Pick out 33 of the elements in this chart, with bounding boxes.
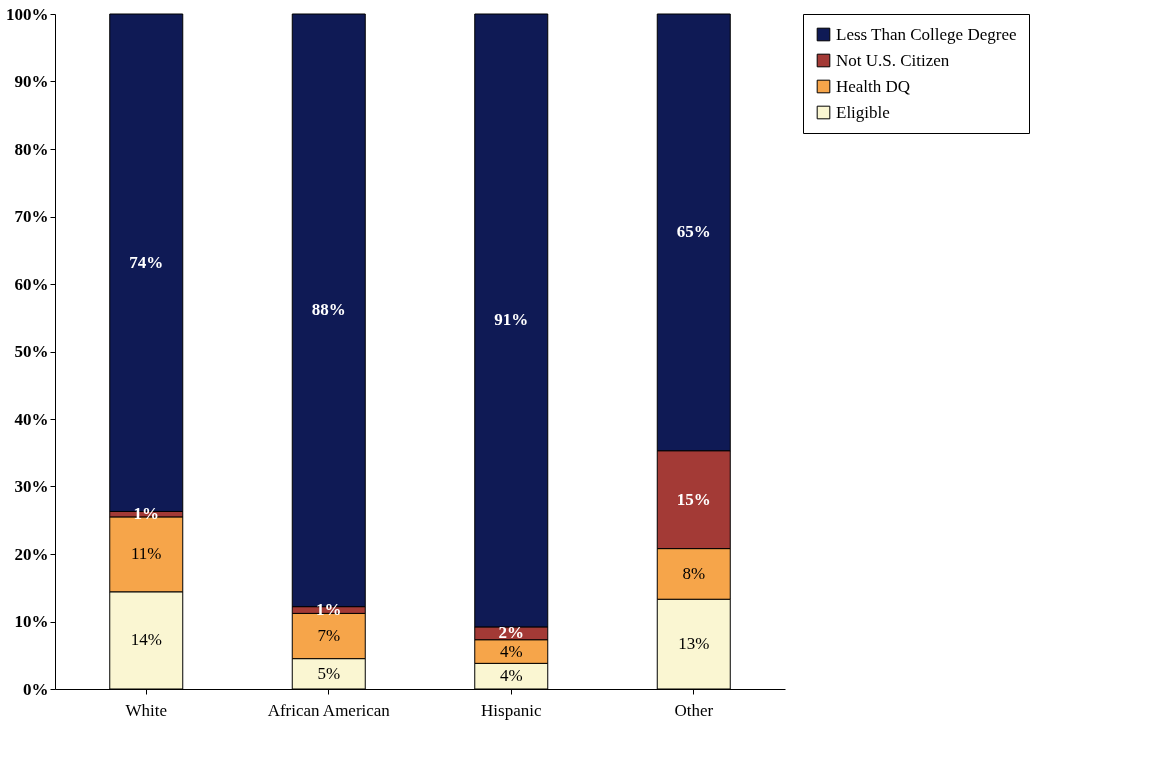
data-label: 4% — [499, 641, 523, 661]
data-label: 7% — [317, 626, 341, 646]
y-tick-label: 100% — [6, 4, 49, 24]
data-label: 88% — [311, 300, 346, 320]
data-label: 15% — [676, 489, 711, 509]
x-tick-label: Hispanic — [481, 700, 542, 720]
data-label: 13% — [678, 634, 710, 654]
data-label: 11% — [130, 544, 162, 564]
y-tick-label: 90% — [14, 72, 49, 91]
y-tick-label: 70% — [14, 207, 49, 226]
legend-label: Less Than College Degree — [836, 24, 1017, 44]
data-label: 74% — [129, 252, 164, 272]
y-tick-label: 0% — [23, 679, 49, 699]
data-label: 91% — [494, 310, 529, 330]
y-tick-label: 80% — [14, 139, 49, 159]
data-label: 8% — [682, 563, 706, 583]
data-label: 5% — [317, 663, 341, 683]
x-tick-label: African American — [267, 700, 391, 720]
data-label: 14% — [130, 630, 162, 650]
x-tick-label: Other — [674, 700, 714, 720]
data-label: 65% — [676, 222, 711, 242]
data-label: 4% — [499, 666, 523, 686]
y-tick-label: 30% — [14, 477, 49, 496]
y-tick-label: 60% — [14, 274, 49, 294]
y-tick-label: 20% — [14, 544, 49, 564]
data-label: 2% — [498, 623, 524, 643]
legend-label: Eligible — [836, 102, 890, 122]
y-tick-label: 10% — [14, 612, 49, 631]
x-tick-label: White — [125, 700, 168, 720]
y-tick-label: 50% — [14, 342, 49, 361]
legend-label: Not U.S. Citizen — [836, 50, 950, 70]
y-tick-label: 40% — [14, 409, 49, 429]
legend-label: Health DQ — [836, 76, 911, 96]
